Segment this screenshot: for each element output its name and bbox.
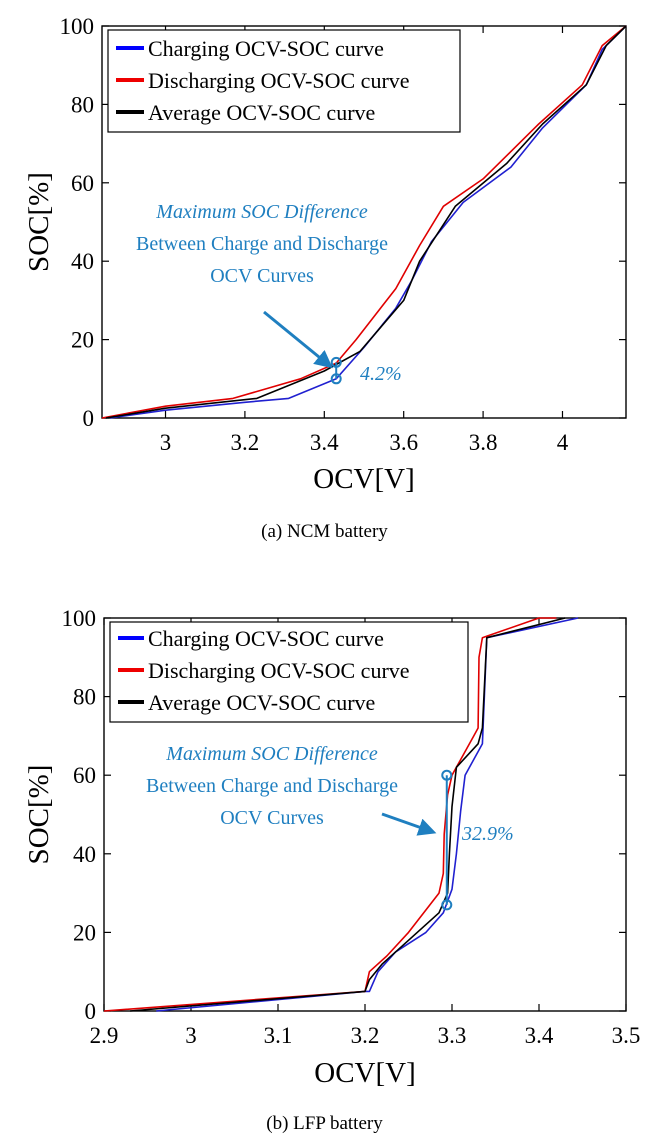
annotation-text: Between Charge and Discharge — [136, 233, 388, 255]
y-tick-label: 20 — [73, 920, 96, 945]
x-tick-label: 3.2 — [351, 1023, 380, 1048]
x-tick-label: 3 — [185, 1023, 197, 1048]
difference-value-label: 4.2% — [360, 363, 402, 385]
difference-value-label: 32.9% — [461, 823, 514, 845]
x-tick-label: 3.1 — [264, 1023, 293, 1048]
legend-box — [109, 621, 469, 723]
series-line-average — [105, 25, 627, 419]
y-tick-label: 20 — [71, 328, 94, 353]
y-tick-label: 40 — [71, 249, 94, 274]
y-axis-label: SOC[%] — [23, 765, 55, 865]
series-line-average — [130, 617, 566, 1012]
y-tick-label: 0 — [85, 999, 97, 1024]
x-tick-label: 3.2 — [231, 430, 260, 455]
x-tick-label: 3.4 — [525, 1023, 554, 1048]
legend-entry: Discharging OCV-SOC curve — [148, 68, 410, 93]
caption-ncm: (a) NCM battery — [261, 521, 388, 542]
x-tick-label: 3.4 — [310, 430, 339, 455]
series-line-discharging — [101, 25, 627, 419]
y-tick-label: 60 — [73, 763, 96, 788]
annotation-arrow — [381, 812, 437, 836]
x-axis-label: OCV[V] — [314, 1057, 416, 1089]
legend-entry: Discharging OCV-SOC curve — [148, 658, 410, 683]
annotation-arrow — [263, 310, 333, 369]
legend-entry: Average OCV-SOC curve — [148, 690, 375, 715]
difference-marker-low — [441, 899, 453, 911]
y-tick-label: 80 — [73, 685, 96, 710]
y-tick-label: 100 — [62, 606, 97, 631]
legend-entry: Average OCV-SOC curve — [148, 100, 375, 125]
difference-marker-high — [441, 769, 453, 781]
x-tick-label: 3.6 — [389, 430, 418, 455]
x-tick-label: 3.5 — [612, 1023, 641, 1048]
x-tick-label: 4 — [557, 430, 569, 455]
x-tick-label: 3 — [160, 430, 172, 455]
x-axis-label: OCV[V] — [313, 463, 415, 495]
plot-frame — [101, 25, 627, 419]
x-tick-label: 3.3 — [438, 1023, 467, 1048]
annotation-text: Between Charge and Discharge — [146, 775, 398, 797]
annotation-text: OCV Curves — [220, 807, 324, 829]
difference-marker-low — [330, 373, 342, 385]
annotation-text: Maximum SOC Difference — [165, 743, 378, 765]
annotation-text: Maximum SOC Difference — [155, 201, 368, 223]
annotation-text: OCV Curves — [210, 265, 314, 287]
y-axis-label: SOC[%] — [23, 172, 55, 272]
y-tick-label: 40 — [73, 842, 96, 867]
legend-entry: Charging OCV-SOC curve — [148, 36, 384, 61]
y-tick-label: 0 — [83, 406, 95, 431]
caption-lfp: (b) LFP battery — [266, 1113, 383, 1134]
series-line-charging — [156, 617, 579, 1012]
y-tick-label: 60 — [71, 171, 94, 196]
y-tick-label: 80 — [71, 92, 94, 117]
x-tick-label: 3.8 — [469, 430, 498, 455]
x-tick-label: 2.9 — [90, 1023, 119, 1048]
chart-lfp: 2.9 3 3.1 3.2 3.3 3.4 3.5 0 20 40 60 80 100 OCV[V] SOC… — [23, 606, 641, 1089]
y-tick-label: 100 — [60, 14, 95, 39]
legend-box — [107, 29, 461, 133]
legend-entry: Charging OCV-SOC curve — [148, 626, 384, 651]
